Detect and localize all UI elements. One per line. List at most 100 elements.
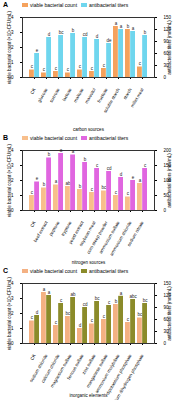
svg-text:c: c: [60, 298, 63, 303]
svg-text:a: a: [48, 290, 51, 295]
svg-text:millet meal: millet meal: [130, 87, 145, 108]
svg-text:tryptone: tryptone: [60, 220, 73, 237]
svg-text:a: a: [72, 149, 75, 154]
svg-text:ammonium sulfate: ammonium sulfate: [97, 220, 121, 255]
svg-text:c: c: [31, 64, 34, 69]
svg-text:c: c: [144, 163, 147, 168]
svg-text:cd: cd: [83, 32, 88, 37]
svg-text:a: a: [55, 179, 58, 184]
svg-text:b: b: [127, 24, 130, 29]
svg-text:c: c: [96, 163, 99, 168]
svg-text:abc: abc: [129, 294, 137, 299]
svg-text:cd: cd: [83, 302, 88, 307]
svg-text:c: c: [55, 320, 58, 325]
svg-text:lactose: lactose: [61, 87, 73, 102]
svg-text:c: c: [31, 315, 34, 320]
svg-text:c: c: [43, 67, 46, 72]
svg-text:b: b: [115, 299, 118, 304]
svg-text:zinc sulfate: zinc sulfate: [81, 353, 97, 376]
svg-text:150: 150: [164, 281, 172, 286]
svg-text:nitrogen sources: nitrogen sources: [72, 260, 106, 265]
svg-text:potassium dihydrogen phosphate: potassium dihydrogen phosphate: [107, 353, 145, 400]
svg-text:150: 150: [164, 15, 172, 20]
svg-text:c: c: [91, 66, 94, 71]
svg-text:c: c: [91, 187, 94, 192]
svg-text:d: d: [48, 32, 51, 37]
svg-text:c: c: [139, 61, 142, 66]
html-text:viable bacterial count: viable bacterial count: [30, 1, 77, 8]
svg-text:sodium chloride: sodium chloride: [28, 353, 49, 383]
svg-text:c: c: [67, 67, 70, 72]
svg-text:manganese sulfate: manganese sulfate: [85, 353, 109, 389]
svg-text:dipotassium phosphate: dipotassium phosphate: [105, 353, 133, 396]
svg-text:d: d: [120, 172, 123, 177]
svg-text:d: d: [96, 34, 99, 39]
svg-text:CK: CK: [29, 87, 36, 95]
svg-text:mannitol: mannitol: [84, 87, 97, 104]
svg-text:c: c: [103, 314, 106, 319]
svg-text:b: b: [48, 152, 51, 157]
svg-text:viable bacterial count (×10⁸CF: viable bacterial count (×10⁸CFU/mL): [7, 144, 12, 217]
svg-text:sucrose: sucrose: [48, 87, 60, 104]
svg-text:glucose: glucose: [37, 87, 49, 103]
svg-text:antibacterial titers (mm/mL): antibacterial titers (mm/mL): [167, 153, 172, 208]
svg-text:ammonium chloride: ammonium chloride: [108, 220, 133, 257]
svg-text:c: c: [55, 66, 58, 71]
svg-text:b: b: [72, 28, 75, 33]
svg-text:a: a: [115, 21, 118, 26]
svg-text:antibacterial titers (mm/mL): antibacterial titers (mm/mL): [167, 286, 172, 341]
svg-text:CK: CK: [29, 353, 36, 361]
svg-text:c: c: [127, 191, 130, 196]
svg-text:d: d: [79, 323, 82, 328]
svg-text:viable bacterial count (×10⁸CF: viable bacterial count (×10⁸CFU/mL): [7, 11, 12, 84]
svg-text:b: b: [43, 182, 46, 187]
svg-text:ferrous sulfate: ferrous sulfate: [66, 353, 85, 381]
svg-text:e: e: [36, 176, 39, 181]
svg-text:200: 200: [164, 148, 172, 153]
svg-text:c: c: [79, 64, 82, 69]
svg-text:ab: ab: [65, 181, 71, 186]
svg-text:b: b: [144, 30, 147, 35]
svg-text:inorganic elements: inorganic elements: [70, 393, 109, 398]
svg-text:c: c: [127, 317, 130, 322]
svg-text:beef extract: beef extract: [33, 220, 49, 244]
svg-text:sodium nitrate: sodium nitrate: [126, 220, 145, 247]
svg-text:bc: bc: [95, 296, 101, 301]
svg-text:CK: CK: [29, 220, 36, 228]
svg-text:c: c: [103, 63, 106, 68]
svg-text:a: a: [132, 26, 135, 31]
svg-text:b: b: [79, 184, 82, 189]
svg-text:viable bacterial count (×10⁸CF: viable bacterial count (×10⁸CFU/mL): [7, 277, 12, 350]
svg-text:e: e: [36, 48, 39, 53]
svg-text:antibacterial titers (mm/mL): antibacterial titers (mm/mL): [167, 20, 172, 75]
svg-text:corn steep powder: corn steep powder: [85, 220, 109, 255]
svg-text:yeast extract: yeast extract: [67, 220, 85, 245]
svg-text:carbon sources: carbon sources: [73, 127, 105, 132]
svg-text:ab: ab: [71, 292, 77, 297]
svg-text:soybean meal: soybean meal: [78, 220, 97, 247]
svg-text:a: a: [60, 148, 63, 153]
svg-text:a: a: [139, 178, 142, 183]
svg-text:d: d: [36, 310, 39, 315]
svg-text:maltose: maltose: [72, 87, 84, 104]
svg-text:fructose: fructose: [96, 87, 109, 104]
svg-text:soluble starch: soluble starch: [102, 87, 120, 114]
svg-text:a: a: [120, 24, 123, 29]
svg-text:c: c: [115, 190, 118, 195]
svg-text:starch: starch: [122, 87, 133, 101]
svg-text:c: c: [91, 318, 94, 323]
svg-text:ammonium molybdate: ammonium molybdate: [94, 353, 121, 395]
svg-text:bc: bc: [143, 298, 149, 303]
svg-text:bc: bc: [59, 30, 65, 35]
svg-text:e: e: [132, 175, 135, 180]
svg-text:a: a: [120, 291, 123, 296]
svg-text:c: c: [31, 190, 34, 195]
svg-text:magnesium sulfate: magnesium sulfate: [49, 353, 73, 389]
svg-text:b: b: [84, 157, 87, 162]
svg-text:cd: cd: [107, 166, 112, 171]
svg-text:peptone: peptone: [48, 220, 61, 237]
svg-text:a: a: [43, 287, 46, 292]
svg-text:de: de: [107, 38, 113, 43]
svg-text:c: c: [108, 300, 111, 305]
svg-text:calcium chloride: calcium chloride: [40, 353, 61, 384]
